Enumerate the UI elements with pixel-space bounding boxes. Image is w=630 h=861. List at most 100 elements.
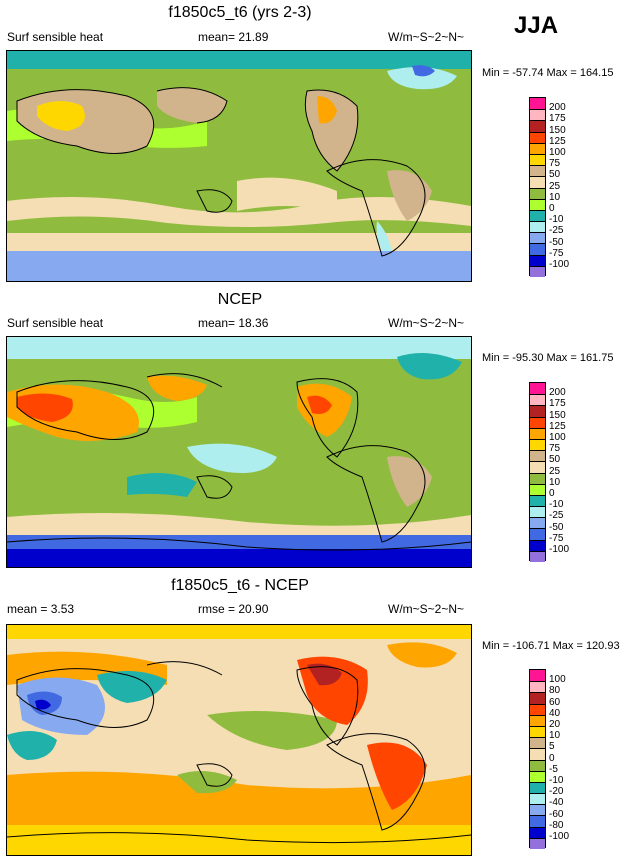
colorbar-label: -75 [549, 532, 564, 544]
colorbar-swatch [530, 438, 545, 451]
colorbar-label: 100 [549, 147, 566, 158]
panel-1-variable: Surf sensible heat [7, 30, 104, 44]
colorbar-label: 10 [549, 730, 561, 742]
colorbar-swatch [530, 472, 545, 484]
colorbar-label: 200 [549, 387, 566, 399]
colorbar-label: 175 [549, 113, 566, 125]
colorbar-swatch [530, 759, 545, 771]
panel-3-units: W/m~S~2~N~ [388, 602, 465, 616]
colorbar-label: 60 [549, 696, 561, 708]
colorbar-swatch [530, 793, 545, 805]
colorbar-swatch [530, 416, 545, 428]
colorbar-swatch [530, 265, 545, 277]
colorbar-swatch [530, 826, 545, 838]
colorbar-swatch [530, 109, 545, 121]
colorbar-label: -20 [549, 786, 564, 798]
colorbar-swatch [530, 98, 545, 110]
colorbar-swatch [530, 405, 545, 417]
colorbar-label: 0 [549, 488, 555, 499]
colorbar-swatch [530, 681, 545, 693]
colorbar-swatch [530, 528, 545, 540]
colorbar-label: 40 [549, 707, 561, 719]
colorbar-swatch [530, 176, 545, 188]
panel-2-units: W/m~S~2~N~ [388, 316, 465, 330]
colorbar-swatch [530, 187, 545, 199]
colorbar-label: -80 [549, 819, 564, 831]
colorbar-swatch [530, 517, 545, 529]
colorbar-swatch [530, 550, 545, 562]
colorbar-swatch [530, 748, 545, 760]
colorbar-label: 150 [549, 409, 566, 421]
colorbar-label: -100 [549, 259, 570, 270]
colorbar-swatch [530, 427, 545, 439]
colorbar-swatch [530, 714, 545, 726]
panel-2-map [6, 336, 472, 568]
colorbar-swatch [530, 703, 545, 715]
colorbar-label: -60 [549, 808, 564, 820]
colorbar-swatch [530, 243, 545, 255]
colorbar-label: -25 [549, 225, 564, 237]
colorbar-label: 125 [549, 135, 566, 147]
colorbar-swatch [530, 494, 545, 507]
colorbar-label: 150 [549, 124, 566, 136]
colorbar-label: 100 [549, 432, 566, 443]
colorbar-label: 0 [549, 752, 555, 764]
colorbar-label: -100 [549, 831, 570, 842]
colorbar-swatch [530, 815, 545, 827]
panel-1-map-svg [7, 51, 471, 281]
panel-2-title: NCEP [217, 291, 263, 308]
colorbar-label: 25 [549, 180, 561, 192]
colorbar-label: -40 [549, 797, 564, 809]
panel-1-title: f1850c5_t6 (yrs 2-3) [168, 4, 312, 21]
colorbar-swatch [530, 804, 545, 816]
colorbar-swatch [530, 506, 545, 518]
colorbar-swatch [530, 670, 545, 682]
colorbar-label: 80 [549, 685, 561, 697]
panel-1-mean: mean= 21.89 [198, 30, 269, 44]
colorbar-swatch [530, 153, 545, 166]
colorbar-label: -10 [549, 214, 564, 226]
panel-1-units: W/m~S~2~N~ [388, 30, 465, 44]
colorbar-swatch [530, 461, 545, 473]
colorbar-label: -100 [549, 544, 570, 555]
panel-1-minmax: Min = -57.74 Max = 164.15 [482, 67, 614, 79]
colorbar-swatch [530, 209, 545, 222]
colorbar-label: -10 [549, 775, 564, 786]
panel-1-map [6, 50, 472, 282]
season-label: JJA [514, 12, 559, 39]
colorbar-label: -75 [549, 247, 564, 259]
panel-2-variable: Surf sensible heat [7, 316, 104, 330]
colorbar-label: 10 [549, 191, 561, 203]
colorbar-swatch [530, 837, 545, 849]
panel-2-mean: mean= 18.36 [198, 316, 269, 330]
panel-3-map-svg [7, 625, 471, 855]
colorbar-swatch [530, 483, 545, 495]
colorbar-swatch [530, 692, 545, 704]
colorbar-label: 50 [549, 454, 561, 466]
panel-1-colorbar-swatches [529, 97, 546, 277]
colorbar-swatch [530, 394, 545, 406]
panel-3-mean: mean = 3.53 [7, 602, 75, 616]
colorbar-swatch [530, 254, 545, 266]
colorbar-label: 100 [549, 674, 566, 686]
panel-3-map [6, 624, 472, 856]
colorbar-label: -25 [549, 510, 564, 522]
colorbar-swatch [530, 383, 545, 395]
colorbar-swatch [530, 131, 545, 143]
colorbar-label: 0 [549, 203, 555, 214]
colorbar-label: 50 [549, 169, 561, 181]
panel-3-title: f1850c5_t6 - NCEP [171, 577, 309, 594]
colorbar-label: -50 [549, 236, 564, 248]
colorbar-label: -5 [549, 763, 558, 775]
colorbar-swatch [530, 737, 545, 749]
colorbar-swatch [530, 770, 545, 782]
colorbar-label: -10 [549, 499, 564, 511]
colorbar-label: 25 [549, 465, 561, 477]
colorbar-swatch [530, 120, 545, 132]
colorbar-label: 5 [549, 741, 555, 753]
colorbar-label: 175 [549, 398, 566, 410]
panel-3-rmse: rmse = 20.90 [198, 602, 269, 616]
colorbar-swatch [530, 725, 545, 738]
colorbar-label: 75 [549, 158, 561, 170]
colorbar-swatch [530, 165, 545, 177]
